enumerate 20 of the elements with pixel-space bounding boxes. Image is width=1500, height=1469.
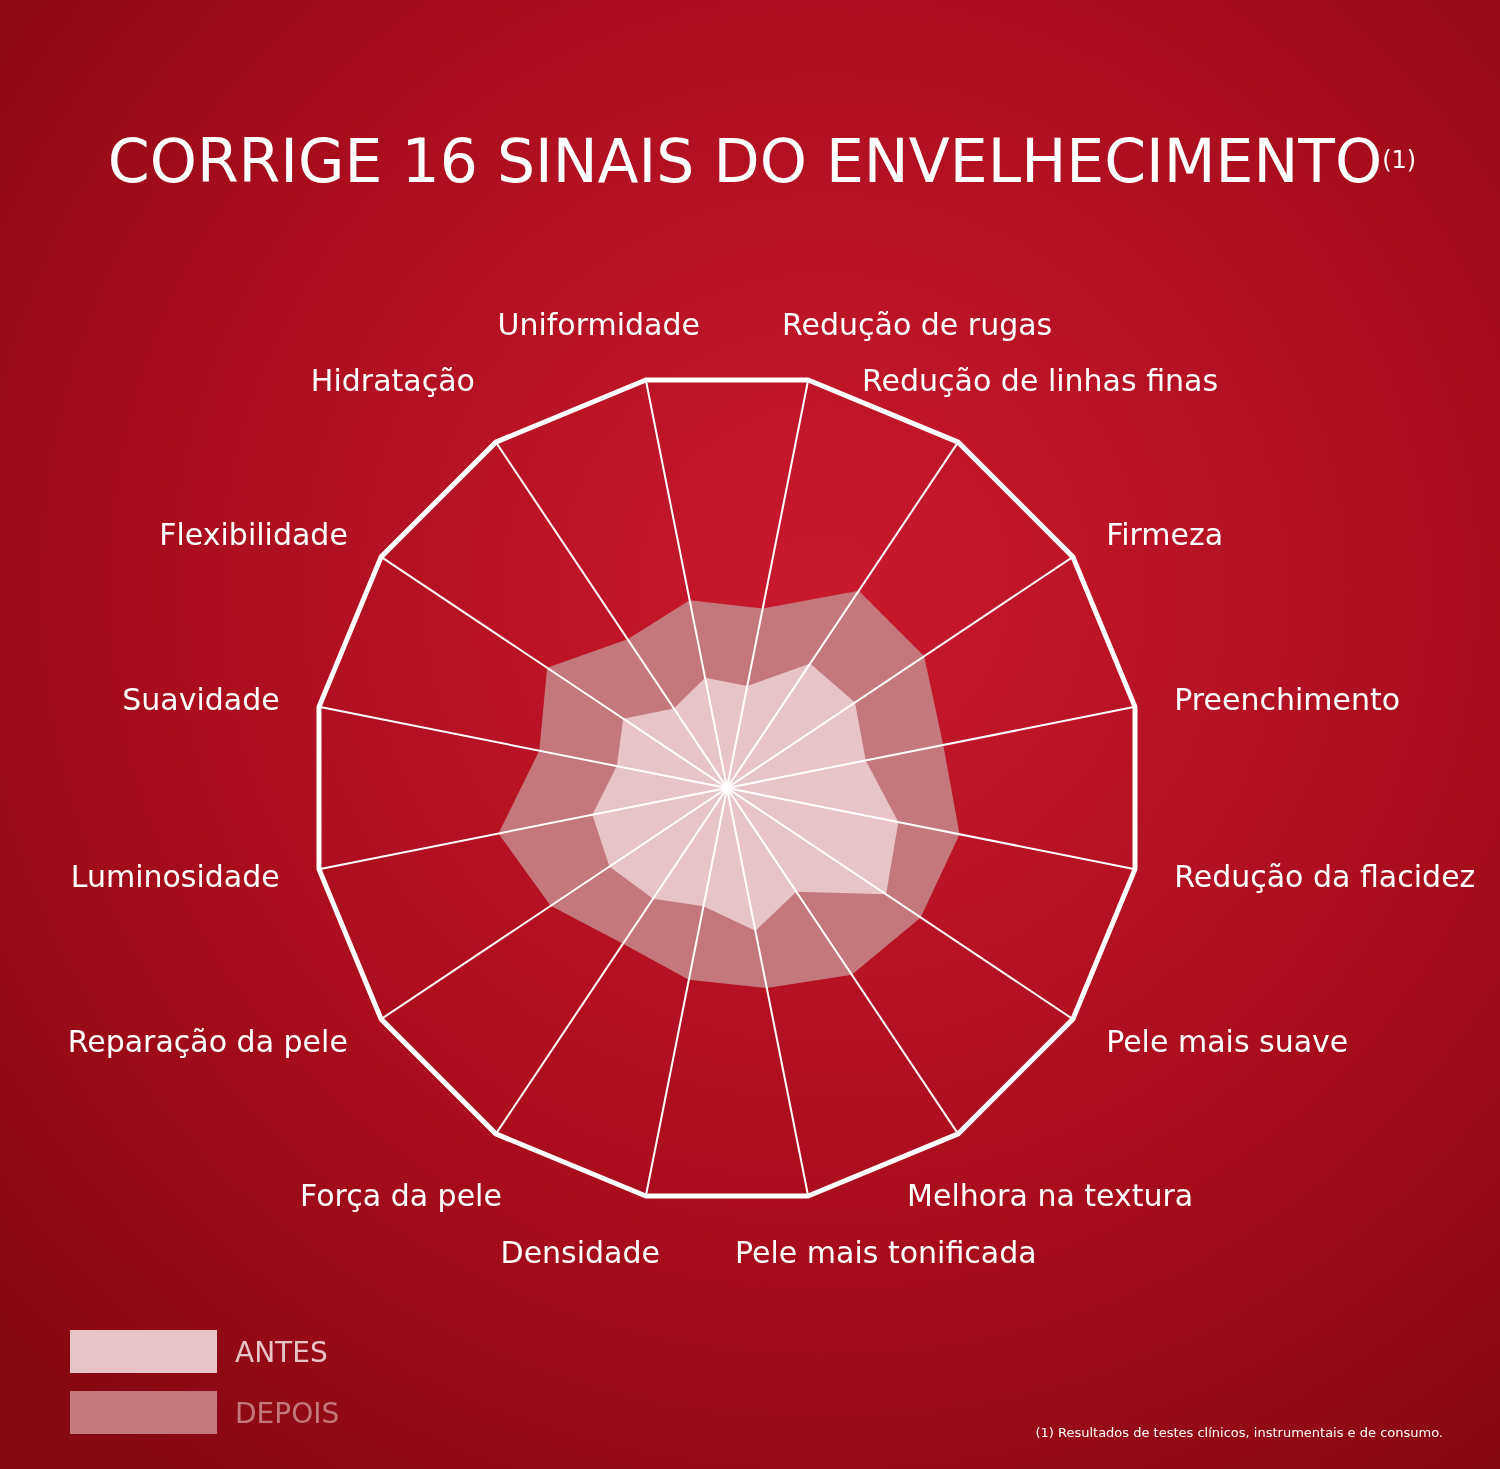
text: ANTES <box>235 1335 328 1369</box>
spoke-label: Pele mais suave <box>1106 1023 1349 1059</box>
spoke-label: Redução da flacidez <box>1174 859 1476 895</box>
spoke-label: Flexibilidade <box>159 517 348 553</box>
spoke-label: Força da pele <box>300 1178 502 1214</box>
chart-title: CORRIGE 16 SINAIS DO ENVELHECIMENTO$^{(1)}$ <box>107 126 1417 196</box>
spoke-label: Redução de rugas <box>782 306 1053 342</box>
text: DEPOIS <box>235 1396 340 1430</box>
spoke-label: Reparação da pele <box>67 1023 348 1059</box>
spoke-label: Melhora na textura <box>907 1178 1194 1214</box>
spoke-label: Suavidade <box>122 681 280 717</box>
text: (1) Resultados de testes clínicos, instrumentais e de consumo. <box>1035 1425 1443 1440</box>
spoke-label: Luminosidade <box>70 859 280 895</box>
spoke-label: Redução de linhas finas <box>862 362 1219 398</box>
spoke-label: Pele mais tonificada <box>735 1234 1037 1270</box>
spoke-label: Densidade <box>500 1234 660 1270</box>
spoke-label: Hidratação <box>310 362 475 398</box>
spoke-label: Firmeza <box>1106 517 1224 553</box>
spoke-label: Uniformidade <box>497 306 700 342</box>
spoke-label: Preenchimento <box>1174 681 1401 717</box>
